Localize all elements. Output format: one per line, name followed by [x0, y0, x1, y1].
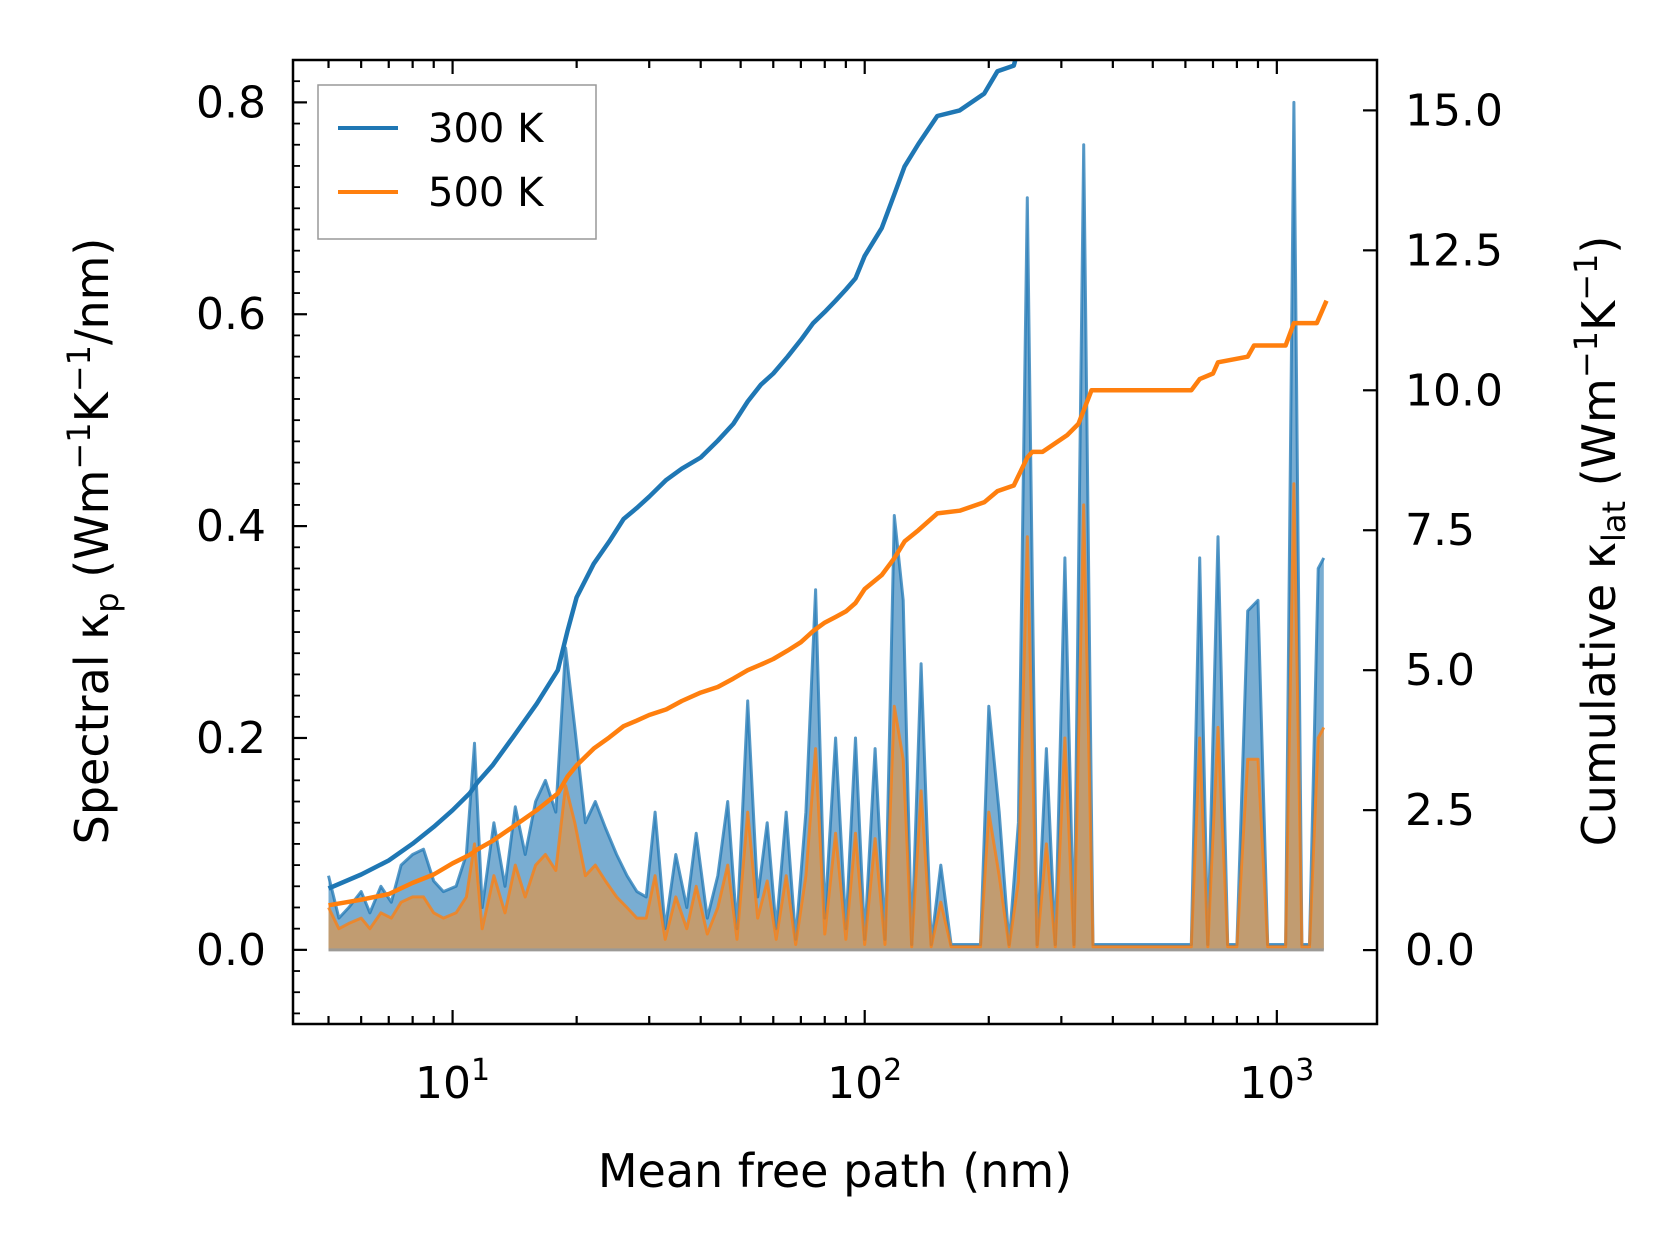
- x-tick-labels: 101 102 103: [415, 1053, 1314, 1109]
- y-right-tick-label: 10.0: [1405, 365, 1503, 416]
- y-left-axis-title: Spectral κp (Wm−1K−1/nm): [60, 238, 126, 845]
- legend-label-300k: 300 K: [428, 106, 545, 152]
- legend-box: [317, 84, 597, 240]
- y-left-tick-label: 0.4: [196, 501, 266, 552]
- spectral-500k-area: [328, 483, 1324, 950]
- y-right-tick-labels: 0.0 2.5 5.0 7.5 10.0 12.5 15.0: [1405, 85, 1503, 976]
- legend: 300 K 500 K: [317, 84, 597, 240]
- y-right-tick-label: 15.0: [1405, 85, 1503, 136]
- x-tick-label-3: 103: [1239, 1053, 1314, 1109]
- y-right-tick-label: 5.0: [1405, 645, 1475, 696]
- y-right-tick-label: 0.0: [1405, 925, 1475, 976]
- cumulative-lines-layer: [327, 60, 1329, 908]
- y-right-tick-label: 7.5: [1405, 505, 1475, 556]
- spectral-500k-fill-layer: [328, 483, 1324, 950]
- legend-label-500k: 500 K: [428, 170, 545, 216]
- cumulative-500k-line: [328, 299, 1329, 908]
- plot-area: [327, 60, 1329, 952]
- y-left-tick-labels: 0.0 0.2 0.4 0.6 0.8: [196, 77, 266, 975]
- y-left-tick-label: 0.8: [196, 77, 266, 128]
- x-tick-label-2: 102: [827, 1053, 902, 1109]
- y-left-tick-label: 0.2: [196, 713, 266, 764]
- y-left-tick-label: 0.6: [196, 289, 266, 340]
- y-right-tick-label: 2.5: [1405, 785, 1475, 836]
- spectral-lines-layer: [327, 100, 1326, 952]
- y-right-tick-label: 12.5: [1405, 225, 1503, 276]
- x-axis-title: Mean free path (nm): [598, 1144, 1072, 1198]
- cumulative-300k-line: [327, 60, 1018, 891]
- x-tick-label-1: 101: [415, 1053, 490, 1109]
- y-right-axis-title: Cumulative κlat (Wm−1K−1): [1567, 236, 1633, 847]
- axis-ticks: [293, 60, 1377, 1024]
- spectral-500k-line: [327, 482, 1326, 949]
- plot-frame: [291, 58, 1379, 1026]
- y-left-tick-label: 0.0: [196, 925, 266, 976]
